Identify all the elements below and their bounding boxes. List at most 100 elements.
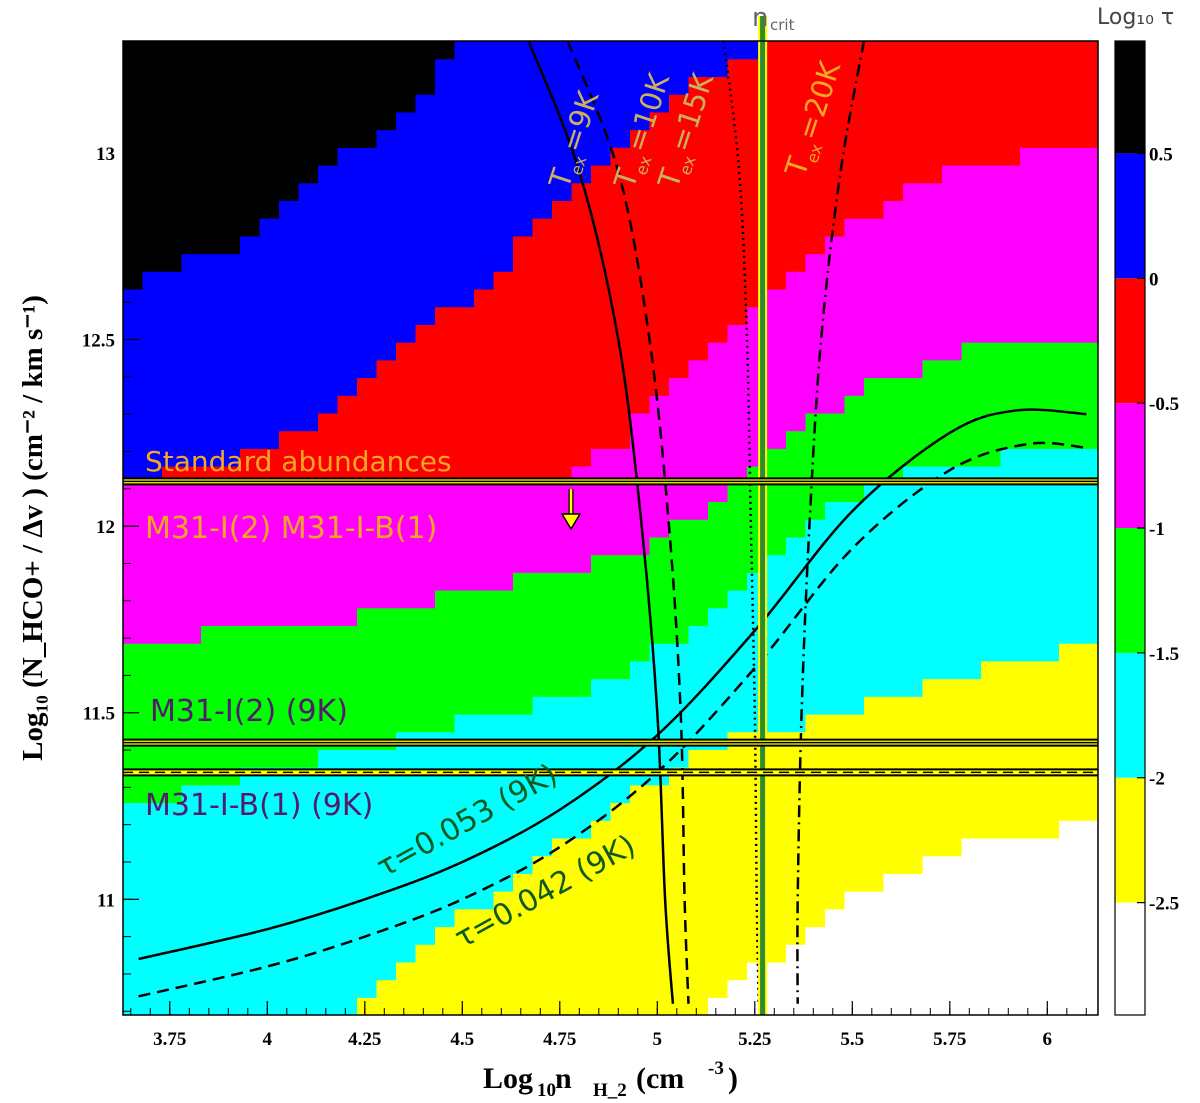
heatmap-cell [903,643,924,662]
heatmap-cell [1039,961,1060,981]
heatmap-cell [240,430,261,449]
heatmap-cell [181,94,202,113]
heatmap-cell [805,855,826,874]
heatmap-cell [337,395,358,414]
heatmap-cell [786,41,807,60]
heatmap-cell [123,147,144,166]
heatmap-cell [337,944,358,963]
heatmap-cell [1039,182,1060,201]
heatmap-cell [727,271,748,290]
heatmap-cell [571,713,592,733]
heatmap-cell [610,944,631,963]
heatmap-cell [181,908,202,928]
heatmap-cell [396,147,417,166]
heatmap-cell [337,820,358,839]
heatmap-cell [454,41,475,60]
upper-limit-arrow [560,489,582,531]
heatmap-cell [474,519,495,538]
heatmap-cell [883,891,904,910]
heatmap-cell [337,377,358,396]
heatmap-cell [942,342,963,361]
heatmap-cell [708,253,729,272]
heatmap-cell [727,926,748,945]
heatmap-cell [1039,678,1060,697]
heatmap-cell [727,200,748,219]
heatmap-cell [981,58,1002,78]
curve-3 [566,41,690,1004]
heatmap-cell [630,58,651,78]
heatmap-cell [552,891,573,910]
heatmap-cell [649,961,670,981]
heatmap-cell [1039,218,1060,237]
heatmap-cell [864,607,885,626]
heatmap-cell [435,412,456,432]
heatmap-cell [903,926,924,945]
heatmap-cell [766,288,787,308]
heatmap-cell [903,784,924,804]
heatmap-cell [162,76,183,95]
heatmap-cell [493,324,514,343]
heatmap-cell [1020,342,1041,361]
heatmap-cell [201,76,222,95]
heatmap-cell [279,501,300,520]
heatmap-cell [766,271,787,290]
heatmap-cell [454,554,475,573]
heatmap-cell [805,342,826,361]
heatmap-cell [571,926,592,945]
heatmap-cell [220,820,241,839]
heatmap-cell [123,182,144,201]
heatmap-cell [766,147,787,166]
heatmap-cell [454,873,475,892]
heatmap-cell [318,218,339,237]
heatmap-cell [766,589,787,609]
heatmap-cell [1000,501,1021,520]
heatmap-cell [376,554,397,573]
heatmap-cell [825,342,846,361]
heatmap-cell [708,430,729,449]
heatmap-cell [786,536,807,556]
heatmap-cell [981,572,1002,591]
heatmap-cell [123,58,144,78]
heatmap-cell [805,607,826,626]
heatmap-cell [1059,589,1080,609]
heatmap-cell [981,625,1002,644]
heatmap-cell [552,713,573,733]
heatmap-cell [961,288,982,308]
heatmap-cell [435,802,456,821]
heatmap-cell [688,377,709,396]
heatmap-cell [571,76,592,95]
heatmap-cell [727,589,748,609]
heatmap-cell [942,129,963,148]
heatmap-cell [1039,235,1060,255]
heatmap-cell [220,536,241,556]
heatmap-cell [532,111,553,131]
heatmap-cell [532,607,553,626]
heatmap-cell [844,997,865,1015]
heatmap-cell [903,324,924,343]
heatmap-cell [201,218,222,237]
heatmap-cell [1059,713,1080,733]
heatmap-cell [1039,253,1060,272]
heatmap-cell [123,643,144,662]
heatmap-cell [610,554,631,573]
heatmap-cell [201,359,222,379]
heatmap-cell [571,997,592,1015]
heatmap-cell [532,802,553,821]
heatmap-cell [142,324,163,343]
heatmap-cell [1078,129,1098,148]
heatmap-cell [142,58,163,78]
heatmap-cell [688,554,709,573]
heatmap-cell [903,218,924,237]
heatmap-cell [513,554,534,573]
heatmap-cell [415,961,436,981]
heatmap-cell [610,678,631,697]
heatmap-cell [649,94,670,113]
heatmap-cell [552,288,573,308]
heatmap-cell [981,926,1002,945]
heatmap-cell [201,306,222,325]
heatmap-cell [903,908,924,928]
heatmap-cell [571,678,592,697]
heatmap-cell [844,412,865,432]
heatmap-cell [415,784,436,804]
heatmap-cell [688,271,709,290]
